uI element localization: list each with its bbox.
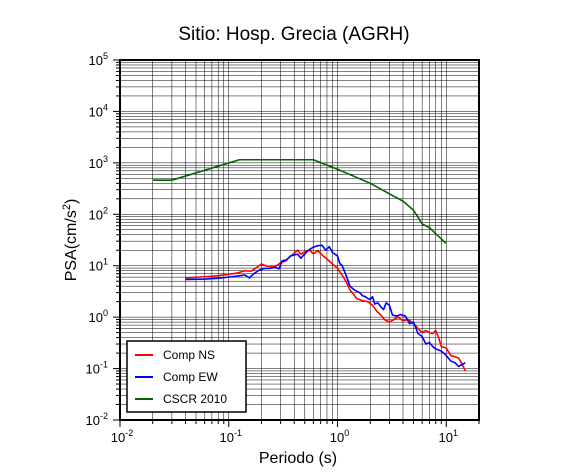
- y-tick-label: 10-1: [86, 360, 108, 377]
- grid: [119, 59, 480, 421]
- x-axis-label: Periodo (s): [259, 450, 337, 467]
- y-tick-label: 100: [89, 308, 108, 325]
- y-axis-label-suffix: ): [63, 199, 80, 204]
- plot-frame: [119, 59, 480, 421]
- legend: Comp NS Comp EW CSCR 2010: [126, 340, 247, 413]
- x-tick-label: 100: [330, 428, 349, 445]
- tick-labels: 10-2 10-1 100 101 10-2 10-1 100 101 102 103 104 105: [86, 51, 458, 445]
- series-line-comp-ns: [185, 249, 467, 372]
- y-tick-label: 102: [89, 205, 108, 222]
- y-tick-label: 103: [89, 154, 108, 171]
- x-tick-label: 10-1: [220, 428, 242, 445]
- legend-label: Comp NS: [163, 348, 215, 362]
- series-line-cscr-2010: [152, 158, 447, 245]
- y-axis-label: PSA(cm/s2): [61, 199, 80, 282]
- y-axis-label-sup: 2: [61, 204, 73, 210]
- y-tick-label: 10-2: [86, 411, 108, 428]
- chart-title: Sitio: Hosp. Grecia (AGRH): [178, 24, 409, 45]
- plot-border: [119, 59, 480, 421]
- series-line-comp-ew: [185, 244, 466, 368]
- legend-label: Comp EW: [163, 370, 218, 384]
- legend-label: CSCR 2010: [163, 392, 227, 406]
- x-tick-label: 10-2: [111, 428, 133, 445]
- x-tick-label: 101: [439, 428, 458, 445]
- y-tick-label: 101: [89, 257, 108, 274]
- series-group: [152, 158, 467, 372]
- y-tick-label: 105: [89, 51, 108, 68]
- y-axis-label-prefix: PSA(cm/s: [63, 210, 80, 281]
- axis-ticks: [113, 59, 480, 427]
- y-tick-label: 104: [89, 102, 108, 119]
